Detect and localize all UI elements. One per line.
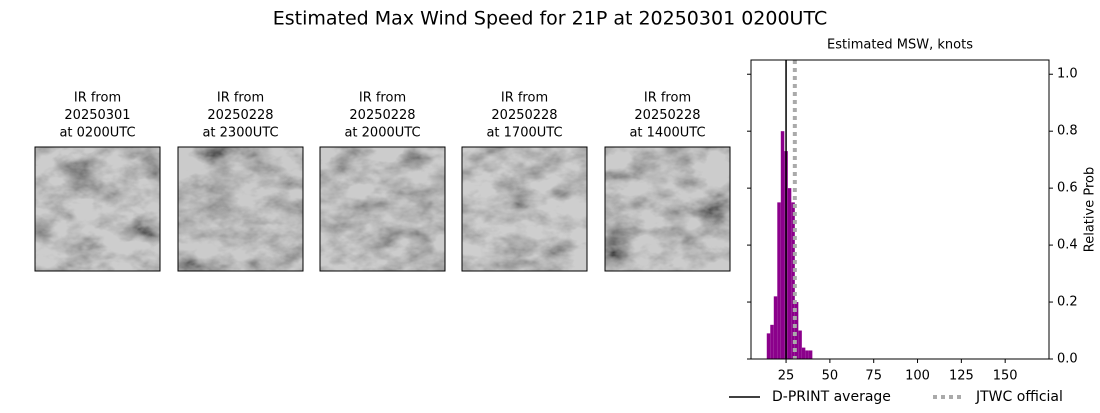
- plot-frame: [750, 59, 1050, 360]
- y-tick-label: 0.4: [1057, 238, 1078, 253]
- panel-caption: 20250228: [491, 108, 557, 123]
- x-tick-label: 75: [865, 369, 882, 384]
- panel-caption: IR from: [501, 91, 548, 106]
- panel-caption: IR from: [644, 91, 691, 106]
- y-tick-label: 0.0: [1057, 352, 1078, 367]
- x-tick-label: 25: [778, 369, 795, 384]
- ir-panels: IR from 20250301 at 0200UTC IR from 20250228…: [34, 91, 731, 272]
- ir-frame: [319, 146, 446, 272]
- bar: [770, 324, 774, 359]
- ir-texture: [320, 147, 445, 271]
- panel-caption: 20250228: [349, 108, 415, 123]
- legend-label: D-PRINT average: [772, 389, 891, 405]
- ir-image: [604, 146, 731, 272]
- bar: [787, 188, 792, 359]
- ir-image: [34, 146, 161, 272]
- panel-caption: IR from: [74, 91, 121, 106]
- panel-caption: 20250228: [634, 108, 700, 123]
- histogram: Estimated MSW, knots Relative Prob 25 50 75 1…: [729, 38, 1098, 405]
- panel-caption: IR from: [217, 91, 264, 106]
- ir-image: [461, 146, 588, 272]
- ir-frame: [461, 146, 588, 272]
- bar: [780, 131, 785, 359]
- ir-content: [320, 147, 445, 271]
- ir-content: [35, 147, 160, 271]
- bar: [798, 330, 802, 359]
- bar: [791, 202, 795, 359]
- ir-content: [605, 147, 730, 271]
- y-axis-label: Relative Prob: [1083, 167, 1098, 252]
- ir-image: [177, 146, 304, 272]
- ir-texture: [35, 147, 160, 271]
- legend-label: JTWC official: [975, 389, 1063, 405]
- x-tick-label: 150: [993, 369, 1018, 384]
- panel-caption: IR from: [359, 91, 406, 106]
- bar: [801, 347, 806, 359]
- x-tick-label: 100: [905, 369, 930, 384]
- ir-texture: [178, 147, 303, 271]
- ir-content: [462, 147, 587, 271]
- figure-title: Estimated Max Wind Speed for 21P at 2025…: [273, 8, 827, 30]
- panel-caption: at 1700UTC: [486, 126, 562, 141]
- ir-frame: [34, 146, 161, 272]
- ir-texture: [605, 147, 730, 271]
- panel-caption: at 0200UTC: [59, 126, 135, 141]
- ir-texture: [462, 147, 587, 271]
- panel-caption: 20250301: [64, 108, 130, 123]
- x-tick-label: 125: [949, 369, 974, 384]
- ir-content: [178, 147, 303, 271]
- bar: [777, 202, 781, 359]
- bar: [805, 350, 809, 359]
- ir-frame: [604, 146, 731, 272]
- panel-caption: at 2300UTC: [202, 126, 278, 141]
- chart-title: Estimated MSW, knots: [827, 38, 973, 53]
- y-tick-label: 0.8: [1057, 124, 1078, 139]
- x-tick-label: 50: [822, 369, 839, 384]
- ir-frame: [177, 146, 304, 272]
- panel-caption: 20250228: [207, 108, 273, 123]
- y-tick-label: 0.2: [1057, 295, 1078, 310]
- y-tick-label: 1.0: [1057, 67, 1078, 82]
- bar: [766, 333, 771, 359]
- ir-image: [319, 146, 446, 272]
- panel-caption: at 1400UTC: [629, 126, 705, 141]
- bar: [773, 296, 778, 359]
- bar: [794, 302, 799, 359]
- panel-caption: at 2000UTC: [344, 126, 420, 141]
- y-tick-label: 0.6: [1057, 181, 1078, 196]
- bar: [808, 350, 813, 359]
